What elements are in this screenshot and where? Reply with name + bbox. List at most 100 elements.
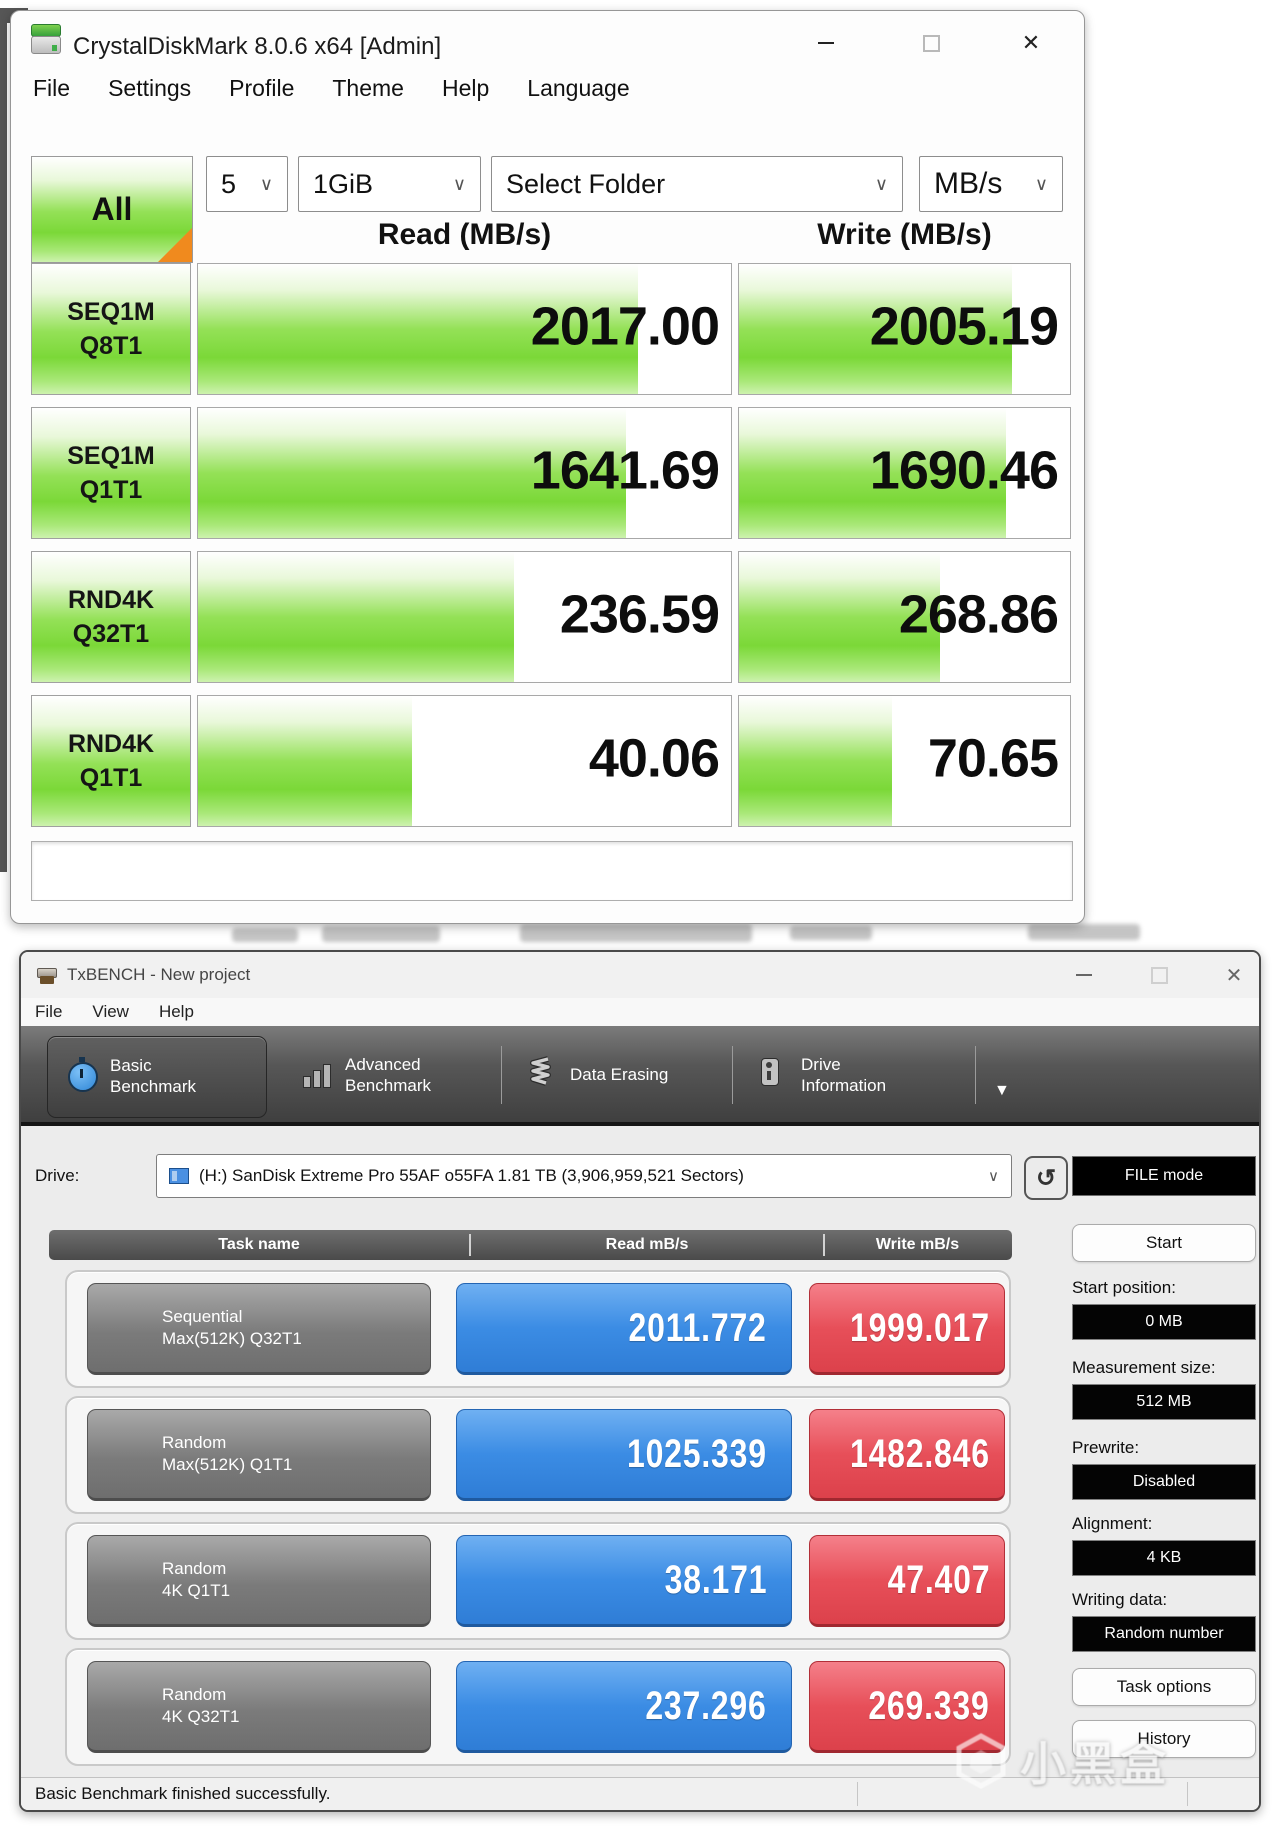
benchmark-row: Random 4K Q32T1 237.296 269.339: [65, 1648, 1011, 1766]
prewrite-label: Prewrite:: [1072, 1438, 1140, 1457]
window-title: CrystalDiskMark 8.0.6 x64 [Admin]: [73, 33, 442, 60]
history-button[interactable]: History: [1072, 1720, 1256, 1758]
more-tabs-button[interactable]: ▼: [994, 1082, 1010, 1099]
read-value: 2011.772: [456, 1283, 792, 1375]
start-position-label: Start position:: [1072, 1278, 1176, 1297]
header-separator: [823, 1234, 825, 1256]
chevron-down-icon: ∨: [874, 173, 888, 194]
result-bar: [739, 552, 941, 682]
toolbar: Basic Benchmark Advanced Benchmark Data …: [21, 1026, 1259, 1126]
write-value: 269.339: [809, 1661, 1005, 1753]
drive-label: Drive:: [35, 1166, 80, 1185]
background-window-edge: [0, 8, 7, 872]
stopwatch-icon: [68, 1057, 98, 1092]
write-value: 47.407: [809, 1535, 1005, 1627]
test-label: RND4K Q1T1: [31, 695, 191, 827]
write-column-header: Write (MB/s): [817, 218, 992, 251]
background-smudge: [232, 928, 298, 942]
result-bar: [198, 264, 639, 394]
menu-view[interactable]: View: [92, 1002, 129, 1021]
window-title: TxBENCH - New project: [67, 965, 251, 984]
benchmark-row: Random Max(512K) Q1T1 1025.339 1482.846: [65, 1396, 1011, 1514]
measurement-size-value: 512 MB: [1072, 1384, 1256, 1420]
status-message: Basic Benchmark finished successfully.: [35, 1784, 331, 1803]
minimize-button[interactable]: [803, 25, 849, 61]
result-row: RND4K Q32T1 236.59 268.86: [11, 551, 1084, 683]
chevron-down-icon: ∨: [988, 1168, 999, 1185]
drive-dropdown[interactable]: (H:) SanDisk Extreme Pro 55AF o55FA 1.81…: [156, 1154, 1012, 1198]
test-label: SEQ1M Q1T1: [31, 407, 191, 539]
menu-help[interactable]: Help: [158, 1002, 194, 1021]
minimize-icon: [1076, 974, 1092, 976]
watermark-logo-icon: [956, 1733, 1006, 1789]
menu-file[interactable]: File: [35, 1002, 63, 1021]
task-name-button[interactable]: Random 4K Q1T1: [87, 1535, 431, 1627]
toolbar-separator: [975, 1046, 976, 1104]
menu-help[interactable]: Help: [441, 74, 490, 101]
task-name-button[interactable]: Random 4K Q32T1: [87, 1661, 431, 1753]
maximize-button[interactable]: [908, 25, 954, 61]
txbench-window: TxBENCH - New project ✕ File View Help B…: [19, 950, 1261, 1812]
maximize-button[interactable]: [1136, 957, 1182, 993]
column-header-read: Read mB/s: [605, 1236, 689, 1253]
start-position-value: 0 MB: [1072, 1304, 1256, 1340]
close-button[interactable]: ✕: [1211, 957, 1257, 993]
comment-box[interactable]: [31, 841, 1073, 901]
write-result-cell: 2005.19: [738, 263, 1071, 395]
test-label: SEQ1M Q8T1: [31, 263, 191, 395]
task-name-button[interactable]: Sequential Max(512K) Q32T1: [87, 1283, 431, 1375]
menu-theme[interactable]: Theme: [332, 74, 404, 101]
table-header: Task name Read mB/s Write mB/s: [49, 1230, 1012, 1260]
refresh-drives-button[interactable]: ↺: [1024, 1156, 1068, 1200]
write-value: 1482.846: [809, 1409, 1005, 1501]
maximize-icon: [1150, 966, 1168, 984]
target-folder-dropdown[interactable]: Select Folder ∨: [491, 156, 903, 212]
crystaldiskmark-app-icon: [31, 24, 61, 54]
file-mode-button[interactable]: FILE mode: [1072, 1156, 1256, 1196]
read-result-cell: 40.06: [197, 695, 732, 827]
result-row: SEQ1M Q8T1 2017.00 2005.19: [11, 263, 1084, 395]
menu-settings[interactable]: Settings: [108, 74, 192, 101]
bar-chart-icon: [303, 1064, 331, 1088]
result-bar: [198, 552, 515, 682]
result-bar: [739, 264, 1013, 394]
run-all-button[interactable]: All: [31, 156, 193, 263]
unit-dropdown[interactable]: MB/s ∨: [919, 156, 1063, 212]
close-icon: ✕: [1021, 30, 1041, 55]
column-header-write: Write mB/s: [875, 1236, 960, 1253]
minimize-button[interactable]: [1061, 957, 1107, 993]
menu-file[interactable]: File: [33, 74, 71, 101]
tab-basic-benchmark[interactable]: Basic Benchmark: [47, 1036, 267, 1118]
txbench-app-icon: [37, 965, 57, 985]
read-value: 237.296: [456, 1661, 792, 1753]
menu-profile[interactable]: Profile: [229, 74, 295, 101]
test-count-dropdown[interactable]: 5 ∨: [206, 156, 288, 212]
title-bar: TxBENCH - New project ✕: [21, 952, 1259, 998]
refresh-icon: ↺: [1035, 1164, 1057, 1192]
task-options-button[interactable]: Task options: [1072, 1668, 1256, 1706]
write-value: 1999.017: [809, 1283, 1005, 1375]
watermark-text: 小黑盒: [1020, 1738, 1170, 1790]
benchmark-row: Random 4K Q1T1 38.171 47.407: [65, 1522, 1011, 1640]
read-result-cell: 1641.69: [197, 407, 732, 539]
watermark: 小黑盒: [952, 1728, 1258, 1794]
menu-language[interactable]: Language: [527, 74, 630, 101]
close-button[interactable]: ✕: [1008, 25, 1054, 61]
test-label: RND4K Q32T1: [31, 551, 191, 683]
background-smudge: [520, 924, 752, 942]
chevron-down-icon: ∨: [452, 173, 466, 194]
test-size-dropdown[interactable]: 1GiB ∨: [298, 156, 481, 212]
writing-data-label: Writing data:: [1072, 1590, 1168, 1609]
status-separator: [1187, 1782, 1188, 1806]
chevron-down-icon: ∨: [259, 173, 273, 194]
background-smudge: [322, 926, 440, 942]
read-value: 1025.339: [456, 1409, 792, 1501]
measurement-size-label: Measurement size:: [1072, 1358, 1216, 1377]
prewrite-value: Disabled: [1072, 1464, 1256, 1500]
corner-triangle-icon: [158, 228, 192, 262]
task-name-button[interactable]: Random Max(512K) Q1T1: [87, 1409, 431, 1501]
drive-info-icon: [761, 1058, 779, 1086]
status-separator: [857, 1782, 858, 1806]
start-button[interactable]: Start: [1072, 1224, 1256, 1262]
